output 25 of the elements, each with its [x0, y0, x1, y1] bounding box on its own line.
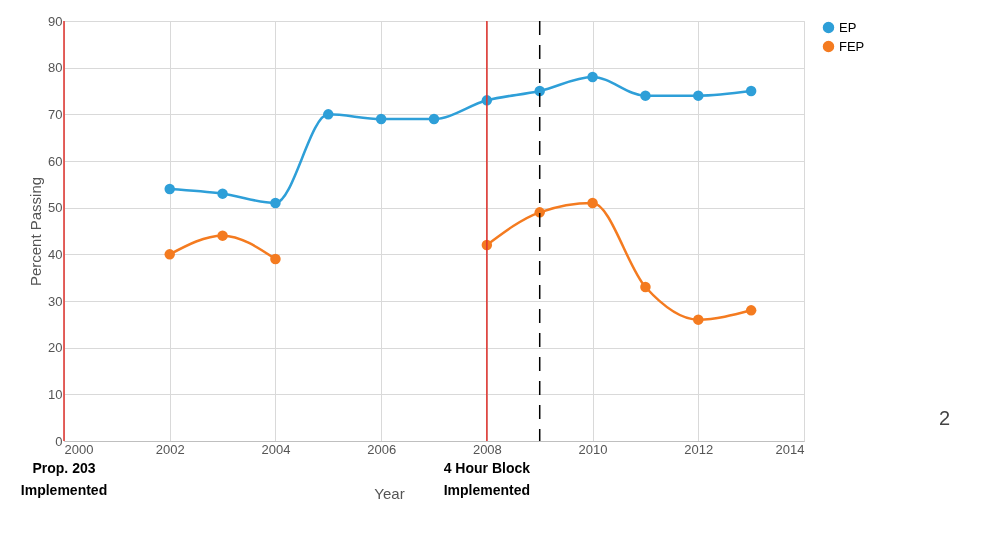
legend-label: FEP	[839, 38, 865, 54]
y-tick-label: 10	[48, 386, 63, 402]
text: 2	[939, 407, 951, 429]
ref-line-label: Prop. 203 Implemented	[20, 460, 108, 498]
x-tick-label: 2014	[775, 441, 805, 457]
legend-label: EP	[839, 19, 857, 35]
x-axis-title: Year	[374, 484, 405, 502]
y-tick-label: 40	[48, 246, 63, 262]
y-tick-label: 80	[48, 60, 63, 76]
y-tick-label: 30	[48, 293, 63, 309]
y-tick-label: 0	[55, 433, 63, 449]
y-tick-label: 60	[48, 153, 63, 169]
y-tick-label: 50	[48, 200, 63, 216]
x-tick-label: 2006	[367, 441, 397, 457]
x-tick-label: 2008	[472, 441, 502, 457]
y-tick-label: 90	[48, 13, 63, 29]
ref-line-label: 4 Hour Block Implemented	[443, 460, 531, 498]
x-tick-label: 2000	[64, 441, 94, 457]
y-axis-title: Percent Passing	[27, 176, 45, 287]
x-tick-label: 2002	[155, 441, 185, 457]
x-tick-label: 2010	[578, 441, 608, 457]
y-tick-label: 20	[48, 340, 63, 356]
x-tick-label: 2004	[261, 441, 291, 457]
y-tick-label: 70	[48, 106, 63, 122]
x-tick-label: 2012	[684, 441, 714, 457]
